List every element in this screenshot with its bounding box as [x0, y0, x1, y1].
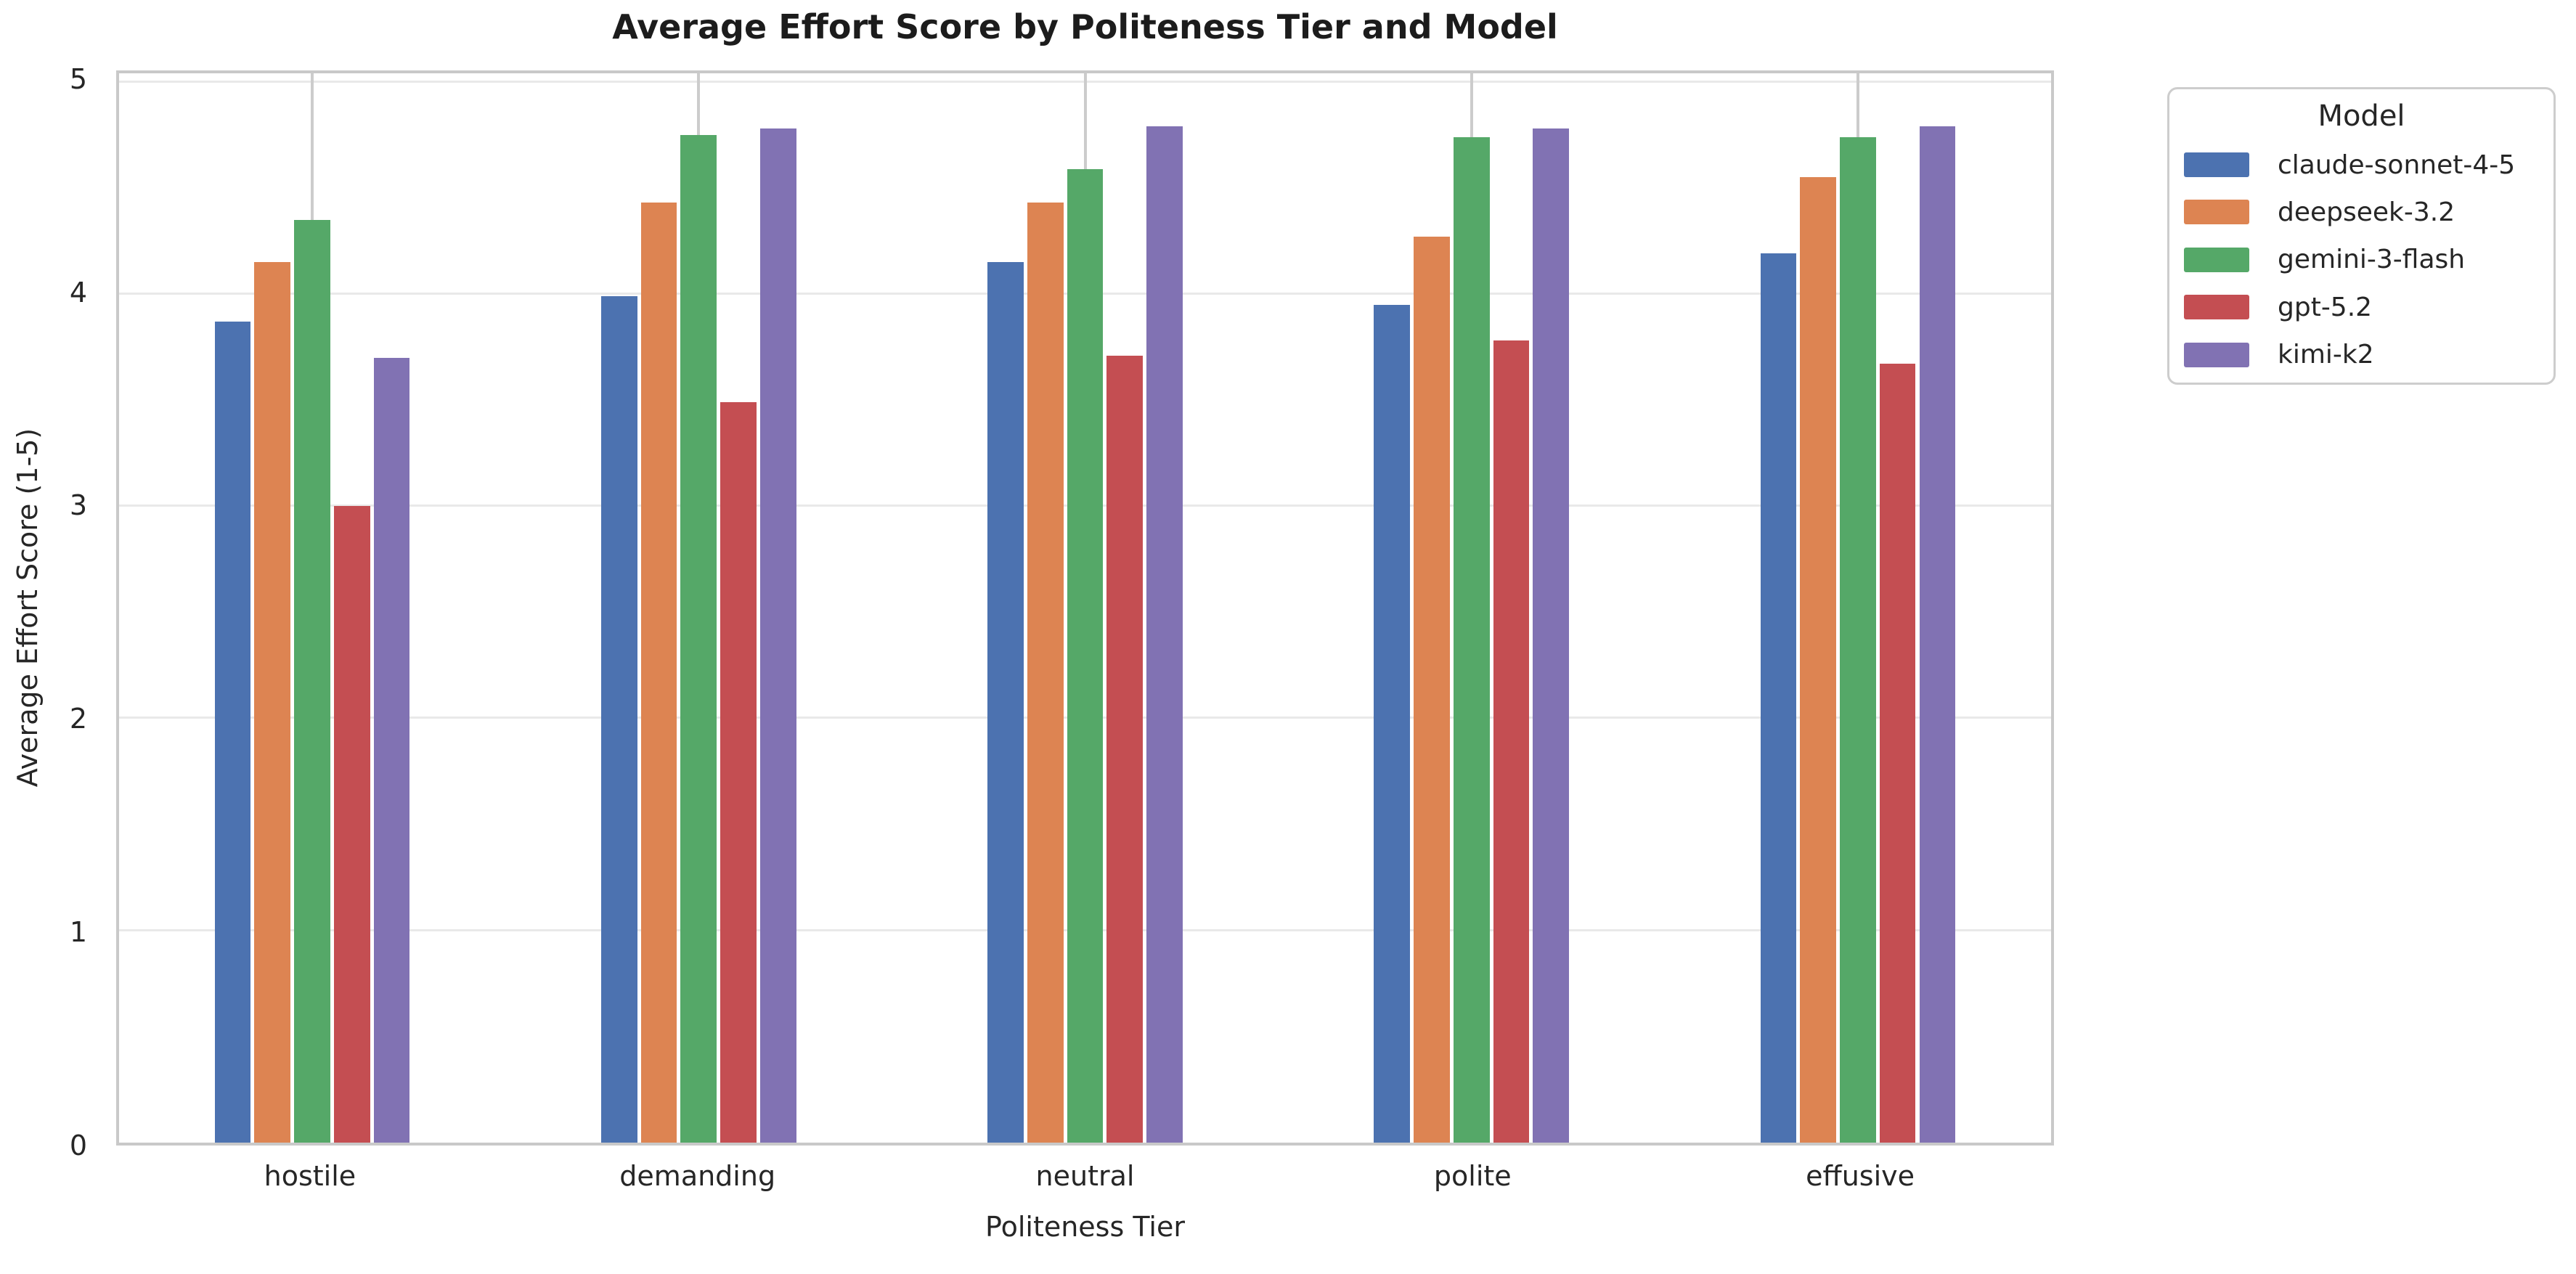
bar-hostile-deepseek-3.2 — [254, 262, 291, 1143]
bar-group-neutral — [987, 73, 1183, 1143]
x-axis-label: Politeness Tier — [985, 1211, 1185, 1243]
legend-row-claude-sonnet-4-5: claude-sonnet-4-5 — [2184, 150, 2516, 180]
bar-effusive-claude-sonnet-4-5 — [1760, 253, 1797, 1143]
legend-swatch-icon — [2184, 152, 2249, 177]
bar-polite-gpt-5.2 — [1493, 340, 1530, 1143]
bar-polite-gemini-3-flash — [1453, 136, 1490, 1143]
legend-row-gpt-5.2: gpt-5.2 — [2184, 293, 2372, 322]
y-tick-label-3: 3 — [69, 489, 87, 522]
bar-demanding-deepseek-3.2 — [640, 203, 677, 1143]
bar-neutral-gemini-3-flash — [1067, 168, 1104, 1143]
bar-neutral-claude-sonnet-4-5 — [987, 262, 1024, 1143]
y-tick-label-1: 1 — [69, 916, 87, 949]
y-tick-labels: 0 1 2 3 4 5 — [0, 63, 100, 1161]
bar-group-effusive — [1760, 73, 1956, 1143]
bar-hostile-gemini-3-flash — [294, 219, 330, 1143]
chart-title: Average Effort Score by Politeness Tier … — [612, 7, 1558, 46]
legend-label: deepseek-3.2 — [2278, 197, 2455, 227]
x-tick-label-polite: polite — [1433, 1160, 1512, 1192]
legend-row-kimi-k2: kimi-k2 — [2184, 340, 2374, 369]
x-tick-labels: hostile demanding neutral polite effusive — [116, 1160, 2054, 1204]
legend-row-deepseek-3.2: deepseek-3.2 — [2184, 197, 2455, 227]
bar-neutral-gpt-5.2 — [1106, 355, 1144, 1143]
legend-swatch-icon — [2184, 247, 2249, 272]
legend: Model claude-sonnet-4-5 deepseek-3.2 gemin… — [2167, 87, 2556, 385]
bar-hostile-gpt-5.2 — [333, 506, 370, 1143]
legend-swatch-icon — [2184, 200, 2249, 225]
legend-label: gpt-5.2 — [2278, 292, 2373, 322]
legend-swatch-icon — [2184, 342, 2249, 367]
bar-demanding-claude-sonnet-4-5 — [600, 295, 637, 1143]
bar-group-polite — [1374, 73, 1570, 1143]
legend-label: kimi-k2 — [2278, 340, 2374, 370]
x-tick-label-effusive: effusive — [1806, 1160, 1915, 1192]
legend-row-gemini-3-flash: gemini-3-flash — [2184, 245, 2465, 274]
bar-effusive-gpt-5.2 — [1879, 364, 1916, 1143]
bar-demanding-gpt-5.2 — [720, 402, 757, 1143]
x-tick-label-neutral: neutral — [1035, 1160, 1135, 1192]
legend-swatch-icon — [2184, 295, 2249, 320]
bar-polite-kimi-k2 — [1533, 128, 1570, 1143]
y-tick-label-4: 4 — [69, 276, 87, 309]
bar-demanding-gemini-3-flash — [680, 134, 717, 1143]
bar-group-hostile — [214, 73, 410, 1143]
y-tick-label-0: 0 — [69, 1130, 87, 1161]
bar-neutral-deepseek-3.2 — [1027, 203, 1064, 1143]
bar-polite-deepseek-3.2 — [1414, 237, 1450, 1143]
plot-area — [116, 70, 2054, 1146]
bar-neutral-kimi-k2 — [1146, 126, 1183, 1143]
y-tick-label-2: 2 — [69, 703, 87, 735]
legend-label: claude-sonnet-4-5 — [2278, 150, 2516, 180]
bar-hostile-claude-sonnet-4-5 — [214, 321, 251, 1143]
legend-title: Model — [2318, 99, 2405, 133]
bar-group-demanding — [600, 73, 796, 1143]
x-tick-label-hostile: hostile — [264, 1160, 356, 1192]
bar-polite-claude-sonnet-4-5 — [1374, 304, 1411, 1143]
bar-hostile-kimi-k2 — [373, 357, 410, 1143]
x-tick-label-demanding: demanding — [619, 1160, 776, 1192]
y-tick-label-5: 5 — [69, 62, 87, 95]
legend-label: gemini-3-flash — [2278, 245, 2466, 275]
bar-demanding-kimi-k2 — [759, 128, 796, 1143]
bar-effusive-gemini-3-flash — [1840, 136, 1876, 1143]
bar-effusive-kimi-k2 — [1919, 126, 1956, 1143]
bar-effusive-deepseek-3.2 — [1800, 177, 1836, 1143]
